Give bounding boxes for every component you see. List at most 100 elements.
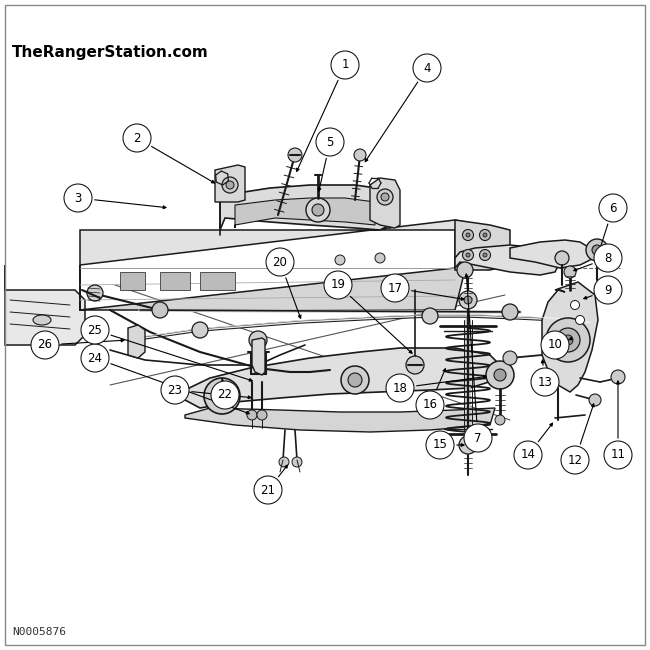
Polygon shape xyxy=(5,265,85,345)
Circle shape xyxy=(466,233,470,237)
Circle shape xyxy=(459,436,477,454)
Text: 21: 21 xyxy=(261,484,276,497)
Circle shape xyxy=(335,255,345,265)
Text: N0005876: N0005876 xyxy=(12,627,66,637)
Circle shape xyxy=(594,244,622,272)
Circle shape xyxy=(161,376,189,404)
Circle shape xyxy=(218,392,226,400)
Text: 17: 17 xyxy=(387,281,402,294)
Text: 6: 6 xyxy=(609,202,617,214)
Circle shape xyxy=(316,128,344,156)
Circle shape xyxy=(546,318,590,362)
Circle shape xyxy=(611,370,625,384)
Circle shape xyxy=(463,250,473,261)
Circle shape xyxy=(279,457,289,467)
Polygon shape xyxy=(128,325,145,358)
Polygon shape xyxy=(80,220,465,268)
Polygon shape xyxy=(542,282,598,392)
Polygon shape xyxy=(185,348,505,408)
Circle shape xyxy=(464,296,472,304)
Text: 19: 19 xyxy=(330,278,346,291)
Circle shape xyxy=(514,441,542,469)
Circle shape xyxy=(152,302,168,318)
Circle shape xyxy=(212,386,232,406)
Text: TheRangerStation.com: TheRangerStation.com xyxy=(12,44,209,60)
Text: 24: 24 xyxy=(88,352,103,365)
Text: 16: 16 xyxy=(422,398,437,411)
Text: 4: 4 xyxy=(423,62,431,75)
Text: 7: 7 xyxy=(474,432,482,445)
Text: 15: 15 xyxy=(432,439,447,452)
Ellipse shape xyxy=(33,315,51,325)
Text: 8: 8 xyxy=(604,252,612,265)
Circle shape xyxy=(81,344,109,372)
FancyBboxPatch shape xyxy=(200,272,235,290)
Circle shape xyxy=(257,410,267,420)
Polygon shape xyxy=(220,185,390,230)
Circle shape xyxy=(589,394,601,406)
Circle shape xyxy=(312,204,324,216)
Polygon shape xyxy=(215,165,245,202)
Circle shape xyxy=(594,276,622,304)
FancyBboxPatch shape xyxy=(160,272,190,290)
Text: 12: 12 xyxy=(567,454,582,467)
Circle shape xyxy=(87,285,103,301)
Polygon shape xyxy=(370,178,400,228)
Text: 2: 2 xyxy=(133,131,141,144)
Circle shape xyxy=(377,189,393,205)
Circle shape xyxy=(494,369,506,381)
Circle shape xyxy=(249,331,267,349)
Circle shape xyxy=(503,351,517,365)
Circle shape xyxy=(480,229,491,240)
FancyBboxPatch shape xyxy=(120,272,145,290)
Circle shape xyxy=(541,331,569,359)
Text: 14: 14 xyxy=(521,448,536,461)
Circle shape xyxy=(292,457,302,467)
Polygon shape xyxy=(252,338,265,375)
Circle shape xyxy=(324,271,352,299)
Circle shape xyxy=(464,424,492,452)
Circle shape xyxy=(254,476,282,504)
Text: 3: 3 xyxy=(74,192,82,205)
Circle shape xyxy=(222,177,238,193)
Circle shape xyxy=(204,378,240,414)
Circle shape xyxy=(64,184,92,212)
Circle shape xyxy=(575,315,584,324)
Circle shape xyxy=(571,300,580,309)
Circle shape xyxy=(416,391,444,419)
Circle shape xyxy=(502,304,518,320)
Circle shape xyxy=(586,239,608,261)
Circle shape xyxy=(495,415,505,425)
Text: 26: 26 xyxy=(38,339,53,352)
Circle shape xyxy=(381,274,409,302)
Text: 11: 11 xyxy=(610,448,625,461)
Text: 18: 18 xyxy=(393,382,408,395)
Circle shape xyxy=(386,374,414,402)
Circle shape xyxy=(288,148,302,162)
Circle shape xyxy=(341,366,369,394)
Circle shape xyxy=(561,446,589,474)
Circle shape xyxy=(375,253,385,263)
Text: 23: 23 xyxy=(168,384,183,396)
Circle shape xyxy=(266,248,294,276)
Polygon shape xyxy=(185,408,495,432)
Circle shape xyxy=(486,361,514,389)
Circle shape xyxy=(422,308,438,324)
Polygon shape xyxy=(235,198,375,228)
Circle shape xyxy=(556,328,580,352)
Circle shape xyxy=(381,193,389,201)
Text: 25: 25 xyxy=(88,324,103,337)
Circle shape xyxy=(463,229,473,240)
Text: 5: 5 xyxy=(326,135,333,148)
Circle shape xyxy=(604,441,632,469)
Circle shape xyxy=(226,181,234,189)
Circle shape xyxy=(123,124,151,152)
Text: 10: 10 xyxy=(547,339,562,352)
Polygon shape xyxy=(510,240,598,268)
Polygon shape xyxy=(455,220,510,270)
Circle shape xyxy=(563,335,573,345)
Circle shape xyxy=(592,245,602,255)
Circle shape xyxy=(555,251,569,265)
Circle shape xyxy=(466,253,470,257)
Text: 20: 20 xyxy=(272,255,287,268)
